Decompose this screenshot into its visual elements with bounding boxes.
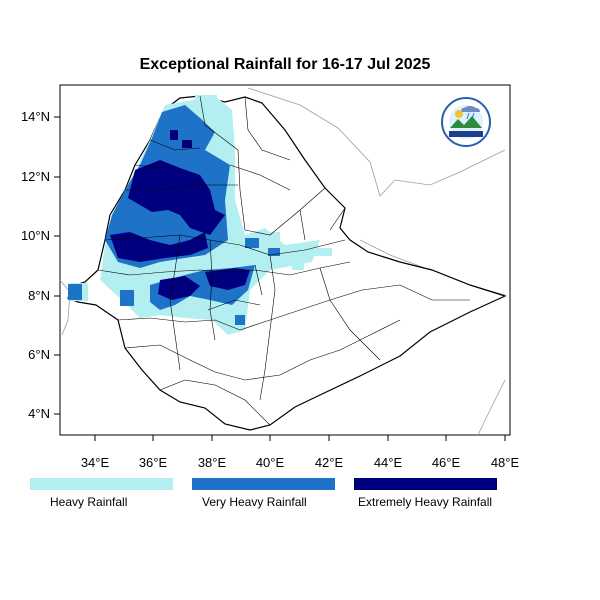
x-tick-label: 38°E (198, 455, 227, 470)
x-tick-label: 34°E (81, 455, 110, 470)
y-tick-label: 8°N (28, 288, 50, 303)
legend-swatch-very-heavy (192, 478, 335, 490)
y-tick-label: 4°N (28, 406, 50, 421)
zone-boundaries (97, 95, 470, 426)
legend-swatch-heavy (30, 478, 173, 490)
y-tick-label: 6°N (28, 347, 50, 362)
ethiopian-meteorology-institute-logo (441, 97, 491, 147)
map-title: Exceptional Rainfall for 16-17 Jul 2025 (139, 56, 431, 73)
x-axis-ticks (94, 435, 506, 441)
y-axis-ticks (54, 116, 60, 415)
legend-label-heavy: Heavy Rainfall (50, 495, 128, 509)
x-tick-label: 40°E (256, 455, 285, 470)
y-tick-label: 12°N (21, 169, 50, 184)
x-tick-label: 46°E (432, 455, 461, 470)
x-tick-label: 36°E (139, 455, 168, 470)
y-tick-label: 10°N (21, 228, 50, 243)
x-tick-label: 48°E (491, 455, 520, 470)
x-tick-label: 44°E (374, 455, 403, 470)
legend-label-extreme: Extremely Heavy Rainfall (358, 495, 493, 509)
y-tick-label: 14°N (21, 109, 50, 124)
legend-label-very-heavy: Very Heavy Rainfall (202, 495, 307, 509)
x-tick-label: 42°E (315, 455, 344, 470)
legend-swatch-extreme (354, 478, 497, 490)
extremely-heavy-rainfall-areas (110, 130, 250, 300)
